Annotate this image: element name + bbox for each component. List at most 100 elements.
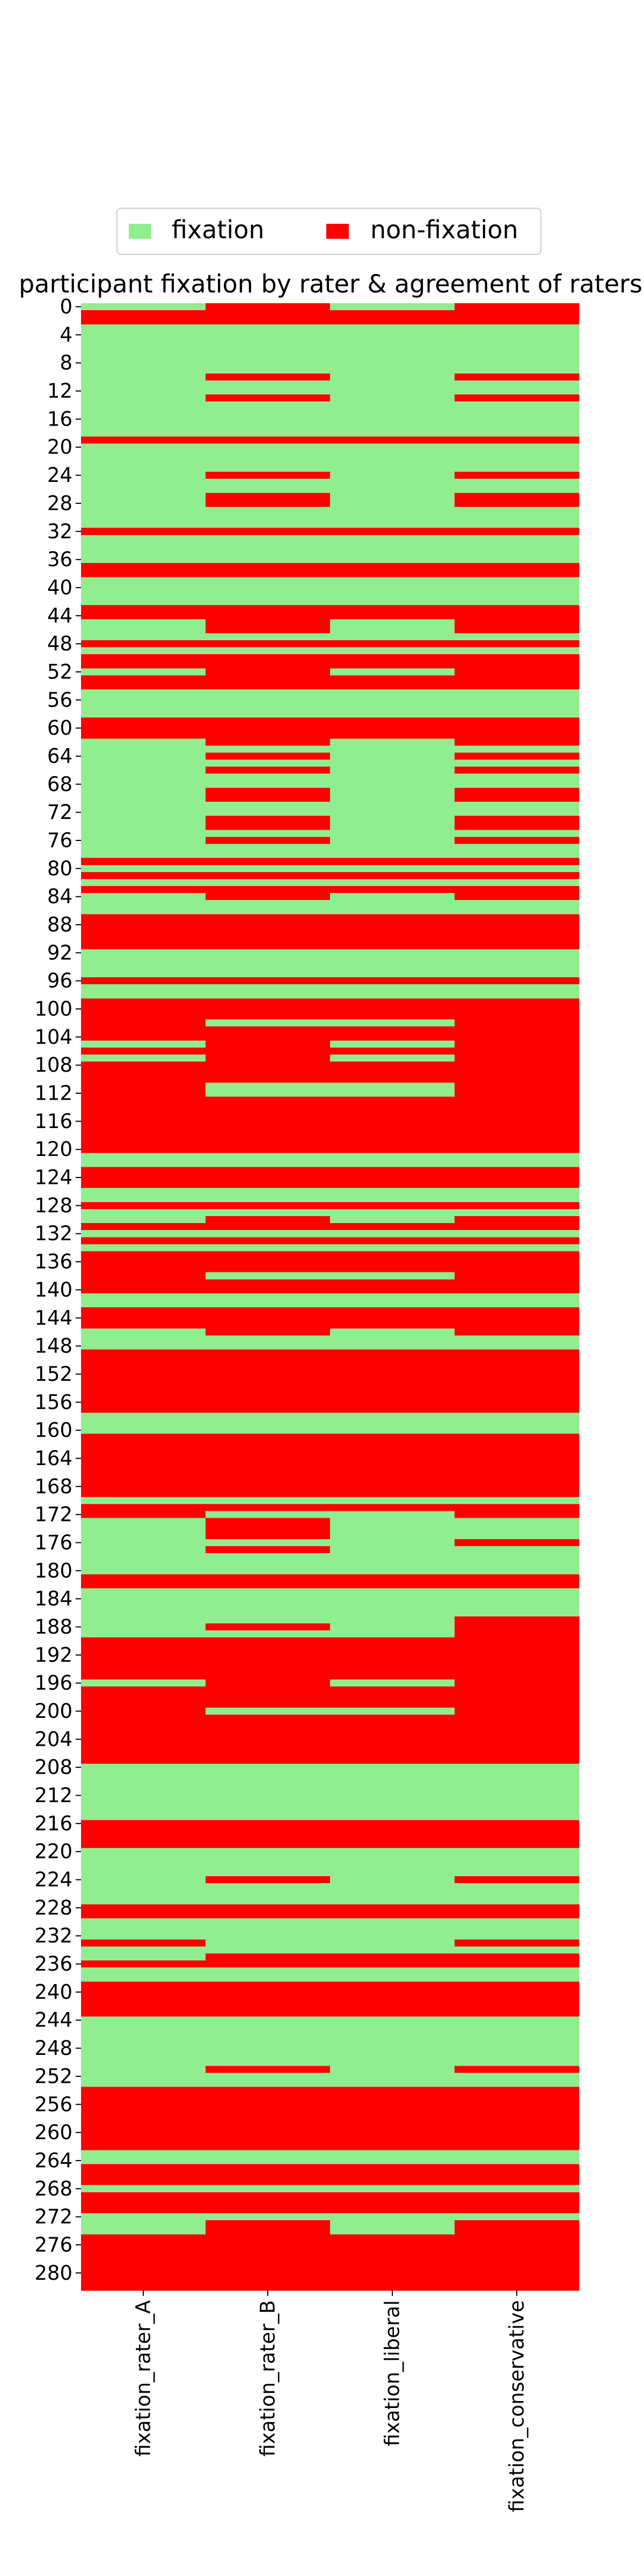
heatmap-cell	[206, 851, 331, 859]
heatmap-cell	[206, 1813, 331, 1820]
heatmap-cell	[330, 1349, 455, 1357]
heatmap-cell	[81, 2045, 206, 2052]
heatmap-cell	[81, 1588, 206, 1596]
heatmap-cell	[455, 1279, 580, 1287]
heatmap-cell	[455, 2037, 580, 2045]
heatmap-cell	[455, 1602, 580, 1610]
heatmap-cell	[206, 1665, 331, 1673]
heatmap-cell	[330, 2269, 455, 2277]
heatmap-cell	[81, 1623, 206, 1631]
heatmap-cell	[455, 1791, 580, 1799]
heatmap-cell	[330, 1174, 455, 1182]
heatmap-cell	[206, 2037, 331, 2045]
heatmap-cell	[81, 1230, 206, 1238]
heatmap-cell	[330, 1265, 455, 1273]
heatmap-cell	[330, 1321, 455, 1329]
heatmap-cell	[206, 570, 331, 577]
y-tick-label: 188	[34, 1615, 72, 1638]
heatmap-cell	[81, 1363, 206, 1371]
heatmap-cell	[455, 802, 580, 809]
heatmap-cell	[81, 2276, 206, 2284]
heatmap-cell	[330, 1237, 455, 1245]
heatmap-cell	[206, 633, 331, 641]
heatmap-cell	[81, 2087, 206, 2095]
heatmap-cell	[206, 724, 331, 732]
heatmap-cell	[455, 408, 580, 416]
heatmap-cell	[455, 626, 580, 634]
heatmap-cell	[81, 303, 206, 311]
heatmap-cell	[206, 1349, 331, 1357]
heatmap-cell	[81, 1700, 206, 1708]
heatmap-cell	[455, 570, 580, 577]
heatmap-cell	[330, 317, 455, 325]
heatmap-cell	[455, 1841, 580, 1849]
heatmap-cell	[206, 1110, 331, 1118]
heatmap-cell	[81, 2107, 206, 2116]
heatmap-cell	[81, 1181, 206, 1189]
heatmap-cell	[81, 1069, 206, 1076]
heatmap-cell	[330, 1932, 455, 1940]
heatmap-cell	[330, 401, 455, 409]
heatmap-cell	[455, 731, 580, 739]
heatmap-cell	[206, 359, 331, 367]
heatmap-cell	[206, 1876, 331, 1884]
heatmap-cell	[206, 900, 331, 908]
heatmap-cell	[206, 2262, 331, 2270]
heatmap-cell	[81, 1981, 206, 1989]
heatmap-cell	[81, 942, 206, 950]
heatmap-cell	[455, 2248, 580, 2256]
heatmap-cell	[206, 1139, 331, 1146]
heatmap-cell	[330, 450, 455, 458]
heatmap-cell	[206, 1160, 331, 1168]
heatmap-cell	[81, 640, 206, 648]
heatmap-cell	[330, 1019, 455, 1027]
heatmap-cell	[455, 2080, 580, 2088]
heatmap-cell	[206, 1595, 331, 1603]
heatmap-cell	[206, 1272, 331, 1280]
heatmap-cell	[330, 1532, 455, 1540]
heatmap-cell	[81, 1300, 206, 1308]
heatmap-cell	[81, 2192, 206, 2200]
heatmap-cell	[455, 1672, 580, 1680]
heatmap-cell	[330, 724, 455, 732]
heatmap-cell	[455, 1539, 580, 1547]
heatmap-cell	[81, 1665, 206, 1673]
heatmap-cell	[206, 1454, 331, 1462]
heatmap-cell	[206, 2059, 331, 2066]
heatmap-cell	[330, 310, 455, 318]
heatmap-cell	[81, 907, 206, 914]
y-tick-label: 124	[34, 1166, 72, 1189]
heatmap-cell	[206, 1055, 331, 1062]
heatmap-cell	[455, 1202, 580, 1210]
heatmap-cell	[330, 2073, 455, 2081]
heatmap-cell	[330, 759, 455, 767]
heatmap-cell	[455, 2016, 580, 2024]
heatmap-cell	[81, 1188, 206, 1196]
heatmap-cell	[81, 1209, 206, 1217]
heatmap-cell	[455, 654, 580, 662]
heatmap-cell	[206, 317, 331, 325]
heatmap-cell	[330, 1082, 455, 1091]
heatmap-cell	[330, 619, 455, 627]
heatmap-cell	[330, 689, 455, 697]
heatmap-cell	[81, 1974, 206, 1982]
heatmap-cell	[206, 745, 331, 753]
heatmap-cell	[330, 787, 455, 795]
chart-title: participant fixation by rater & agreemen…	[19, 269, 642, 298]
heatmap-cell	[455, 1784, 580, 1792]
heatmap-cell	[455, 422, 580, 430]
heatmap-cell	[455, 1750, 580, 1758]
legend-swatch-non-fixation	[326, 224, 349, 239]
heatmap-cell	[81, 415, 206, 423]
heatmap-cell	[206, 696, 331, 704]
heatmap-cell	[455, 1454, 580, 1462]
heatmap-cell	[330, 956, 455, 964]
heatmap-cell	[206, 2213, 331, 2221]
heatmap-cell	[206, 1476, 331, 1483]
heatmap-cell	[455, 872, 580, 880]
heatmap-cell	[206, 1715, 331, 1722]
heatmap-cell	[330, 2059, 455, 2066]
heatmap-cell	[455, 914, 580, 922]
heatmap-cell	[206, 415, 331, 423]
heatmap-cell	[330, 752, 455, 760]
